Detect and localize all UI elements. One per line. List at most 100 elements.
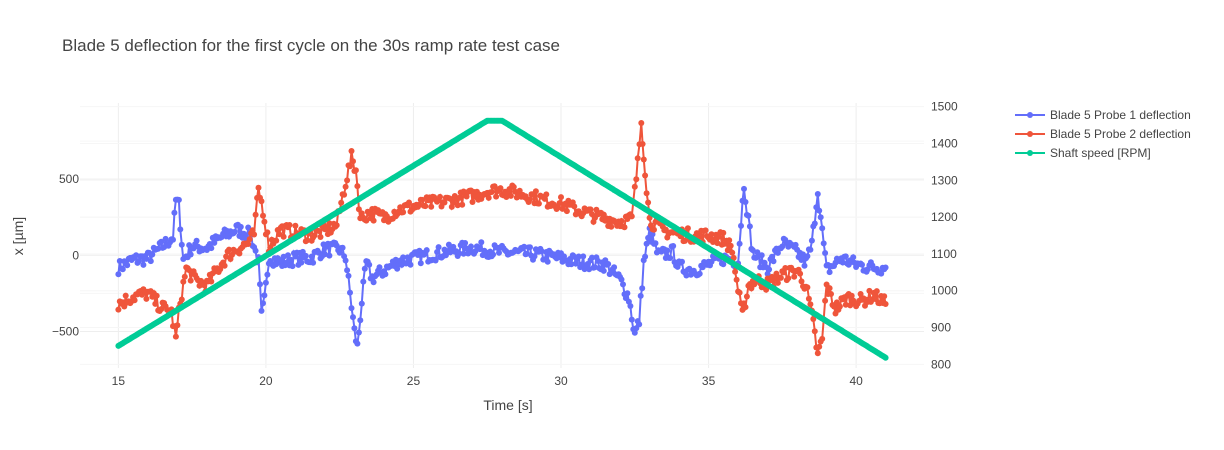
data-point (162, 235, 169, 242)
data-point (360, 278, 367, 285)
data-point (200, 282, 207, 289)
data-point (311, 232, 318, 239)
data-point (639, 285, 646, 292)
legend-label: Blade 5 Probe 2 deflection (1050, 127, 1191, 141)
data-point (804, 284, 811, 291)
data-point (273, 237, 280, 244)
data-point (772, 275, 778, 282)
data-point (342, 183, 349, 190)
data-point (400, 254, 407, 261)
data-point (816, 207, 823, 214)
data-point (358, 300, 365, 307)
x-tick-label: 20 (259, 374, 273, 388)
data-point (645, 199, 652, 206)
data-point (178, 296, 185, 303)
data-point (171, 209, 178, 216)
series-1 (115, 185, 889, 347)
data-point (178, 241, 185, 248)
data-point (456, 250, 463, 257)
data-point (605, 261, 612, 267)
data-point (434, 249, 441, 255)
legend-item-1[interactable]: Blade 5 Probe 1 deflection (1015, 108, 1191, 122)
data-point (636, 321, 643, 328)
data-point (742, 199, 749, 205)
data-point (406, 257, 412, 264)
data-point (347, 163, 353, 170)
data-point (260, 212, 266, 219)
data-point (683, 272, 690, 279)
data-point (131, 297, 138, 304)
data-point (158, 238, 165, 245)
data-point (432, 257, 439, 264)
data-point (351, 325, 358, 332)
data-point (355, 329, 362, 336)
data-point (174, 322, 181, 329)
legend[interactable]: Blade 5 Probe 1 deflection Blade 5 Probe … (1015, 108, 1191, 160)
data-point (153, 292, 160, 299)
data-point (342, 257, 349, 264)
data-point (839, 259, 846, 266)
data-point (807, 246, 814, 253)
data-point (589, 254, 595, 261)
data-point (181, 273, 188, 280)
data-point (798, 257, 805, 263)
data-point (302, 252, 309, 259)
data-point (814, 350, 821, 357)
data-point (352, 167, 359, 174)
data-point (217, 266, 224, 273)
data-point (459, 201, 466, 208)
data-point (791, 273, 798, 280)
data-point (715, 233, 722, 240)
data-point (124, 262, 131, 269)
data-point (258, 307, 265, 314)
data-point (733, 276, 740, 283)
data-point (428, 203, 435, 210)
data-point (878, 270, 885, 277)
data-point (170, 236, 176, 243)
data-point (333, 222, 340, 229)
data-point (652, 240, 659, 247)
data-point (136, 258, 142, 264)
data-point (670, 243, 677, 249)
data-point (746, 223, 753, 230)
data-point (578, 261, 585, 268)
data-point (406, 199, 412, 206)
data-point (115, 271, 122, 278)
data-point (531, 253, 538, 260)
y-tick-label: 0 (72, 248, 79, 262)
data-point (836, 303, 843, 310)
data-point (600, 267, 607, 274)
data-point (261, 292, 268, 299)
data-point (177, 226, 184, 233)
data-point (544, 258, 551, 265)
data-point (119, 266, 126, 273)
data-point (140, 261, 147, 268)
data-point (221, 262, 228, 269)
data-point (316, 228, 322, 234)
data-point (646, 214, 653, 221)
legend-item-3[interactable]: Shaft speed [RPM] (1015, 146, 1151, 160)
data-point (341, 191, 348, 198)
data-point (638, 120, 645, 126)
data-point (828, 291, 834, 297)
data-point (344, 267, 351, 274)
y2-tick-label: 1000 (931, 284, 958, 298)
data-point (736, 240, 743, 247)
data-point (354, 183, 361, 190)
data-point (507, 192, 514, 199)
data-point (115, 306, 122, 313)
grid-layer (80, 103, 924, 368)
data-point (288, 256, 294, 263)
data-point (847, 302, 854, 309)
data-point (580, 253, 587, 260)
data-point (354, 340, 361, 347)
data-point (223, 253, 230, 260)
data-point (881, 293, 888, 300)
data-point (450, 243, 457, 250)
data-point (571, 203, 578, 210)
legend-item-2[interactable]: Blade 5 Probe 2 deflection (1015, 127, 1191, 141)
data-point (208, 245, 215, 252)
data-point (454, 202, 461, 209)
data-point (642, 253, 649, 260)
